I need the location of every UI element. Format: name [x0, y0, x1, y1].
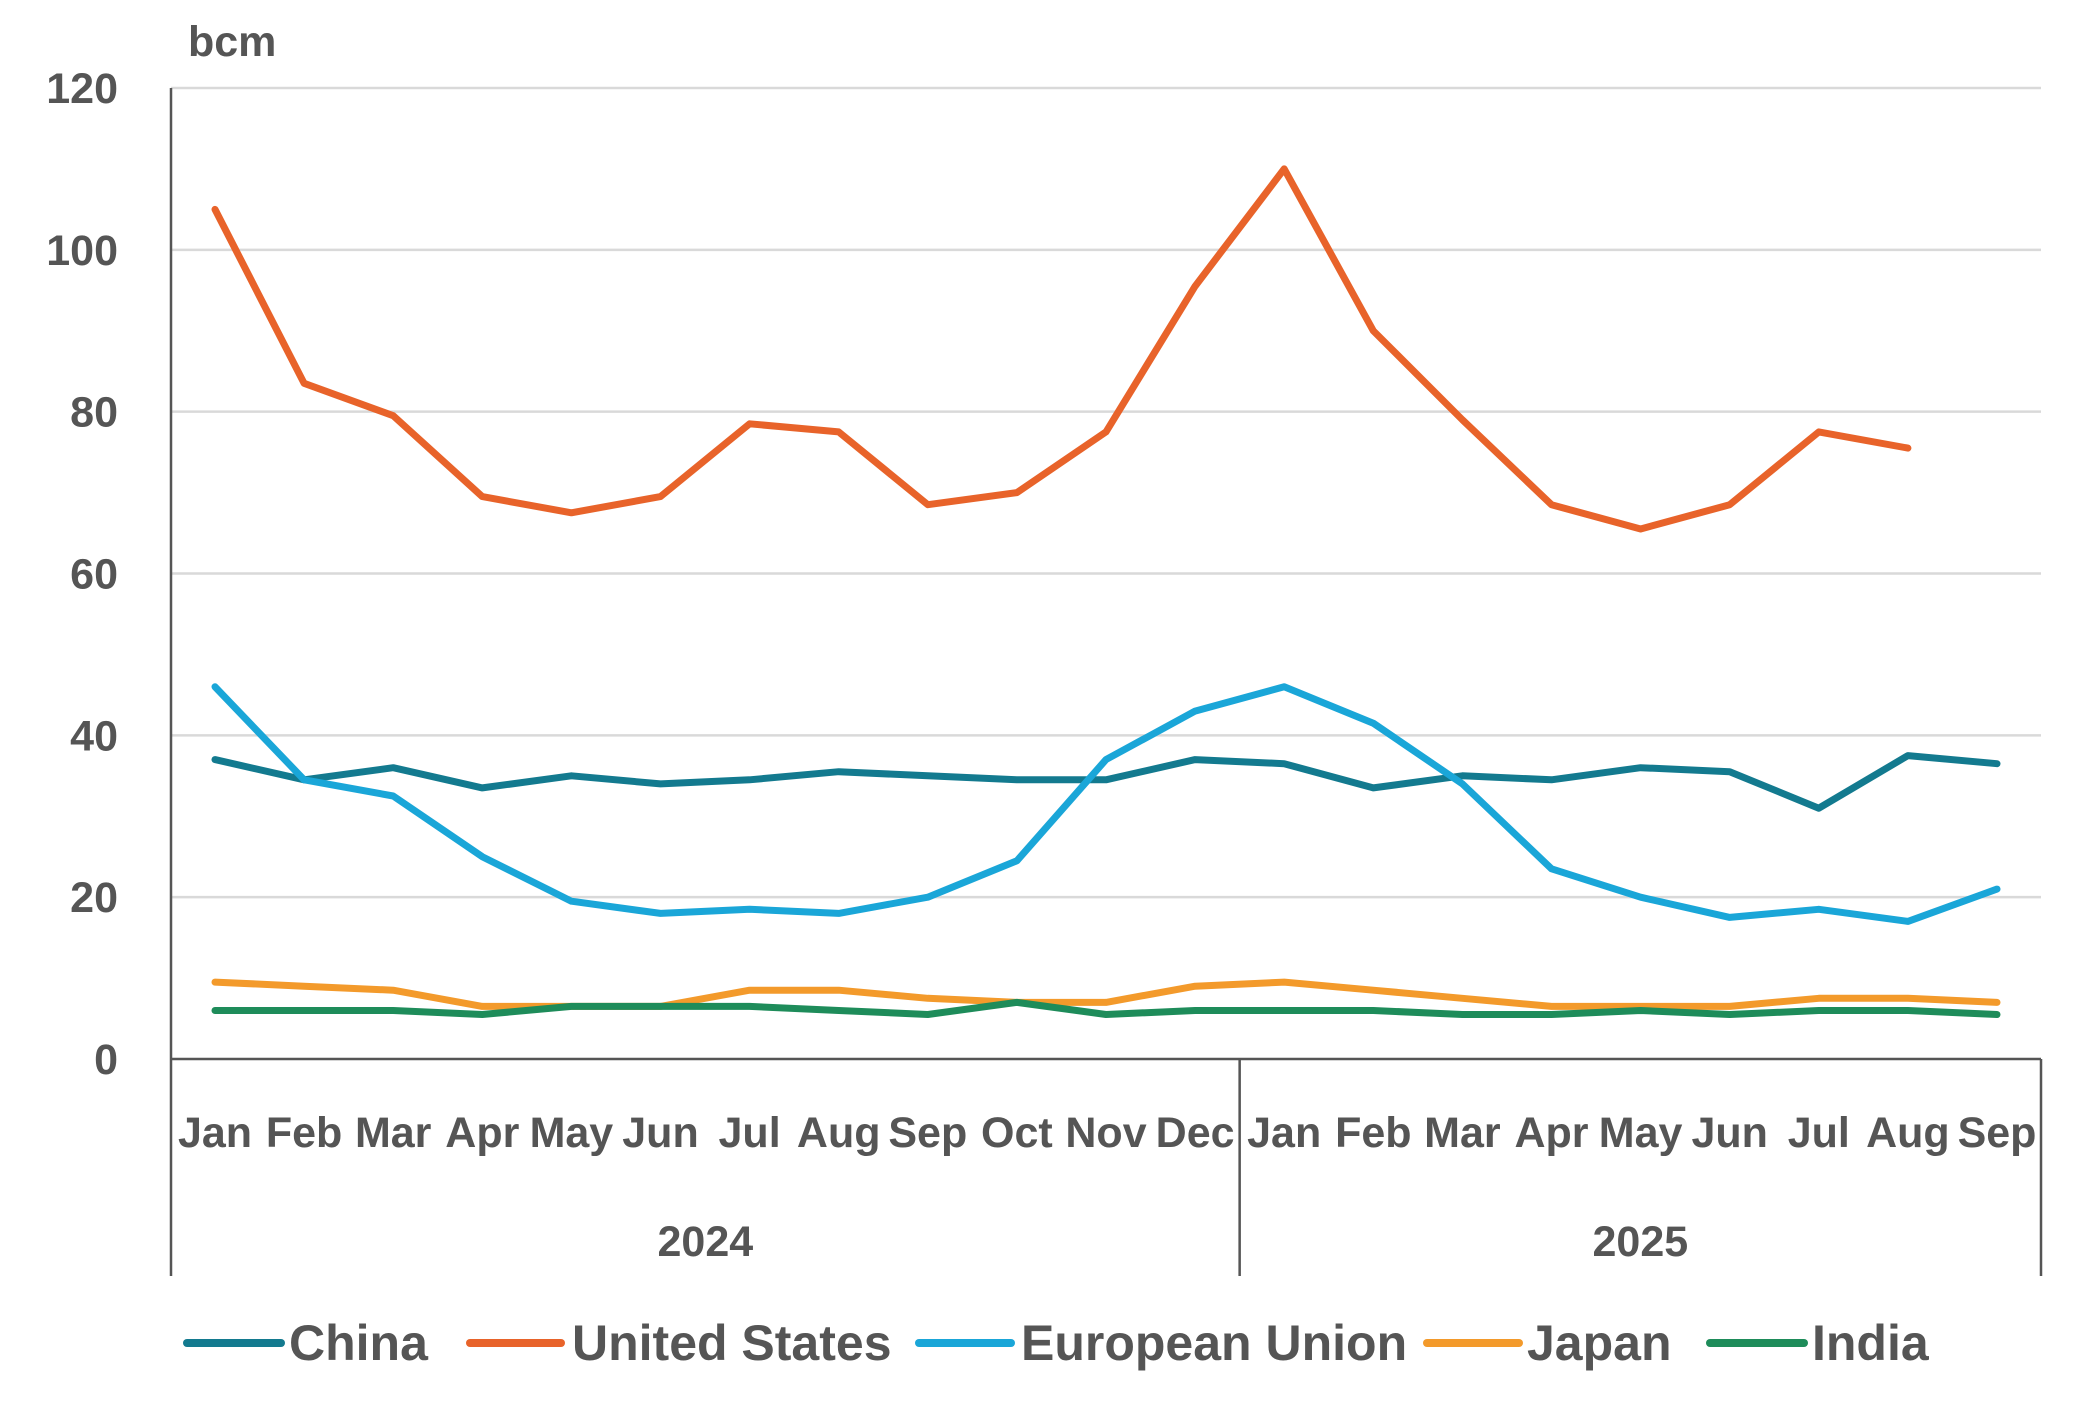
x-tick-label: Jul [719, 1109, 781, 1157]
series-lines [211, 165, 2001, 1018]
x-tick-label: Feb [1335, 1109, 1411, 1157]
y-axis-unit-label: bcm [188, 18, 276, 66]
series-line-china [211, 752, 2001, 812]
x-tick-label: Feb [266, 1109, 342, 1157]
x-tick-label: May [1599, 1109, 1683, 1157]
x-tick-label: May [530, 1109, 614, 1157]
x-tick-label: Oct [981, 1109, 1053, 1157]
legend-item: China [183, 1315, 429, 1371]
x-group-label: 2025 [1592, 1218, 1688, 1266]
series-line-european-union [211, 683, 2001, 925]
legend-label: United States [572, 1315, 892, 1371]
gridlines [171, 86, 2041, 899]
x-tick-label: Sep [1958, 1109, 2037, 1157]
x-tick-label: Dec [1156, 1109, 1235, 1157]
y-tick-label: 80 [70, 389, 118, 437]
x-tick-label: Jun [622, 1109, 698, 1157]
series-line-united-states [211, 165, 1912, 533]
x-tick-label: Mar [355, 1109, 432, 1157]
legend-label: India [1812, 1315, 1930, 1371]
series-line-japan [211, 978, 2001, 1010]
x-tick-label: Aug [797, 1109, 881, 1157]
legend-label: China [289, 1315, 429, 1371]
y-tick-label: 0 [94, 1036, 118, 1084]
x-group-label: 2024 [657, 1218, 753, 1266]
legend-item: United States [466, 1315, 892, 1371]
x-tick-label: Jan [1247, 1109, 1321, 1157]
x-tick-label: Apr [445, 1109, 519, 1157]
x-tick-label: Aug [1866, 1109, 1950, 1157]
y-tick-label: 20 [70, 874, 118, 922]
legend-label: European Union [1021, 1315, 1407, 1371]
x-tick-label: Jan [178, 1109, 252, 1157]
y-tick-label: 100 [46, 227, 118, 275]
legend-label: Japan [1527, 1315, 1672, 1371]
x-tick-label: Apr [1514, 1109, 1588, 1157]
y-tick-label: 40 [70, 712, 118, 760]
x-tick-label: Jun [1691, 1109, 1767, 1157]
legend-item: Japan [1423, 1315, 1672, 1371]
series-line-india [211, 998, 2001, 1018]
x-tick-label: Mar [1424, 1109, 1501, 1157]
legend-item: India [1706, 1315, 1930, 1371]
legend-item: European Union [915, 1315, 1407, 1371]
x-tick-label: Nov [1065, 1109, 1146, 1157]
legend: China United States European Union Japan Ind… [183, 1315, 1930, 1371]
x-tick-label: Jul [1788, 1109, 1850, 1157]
y-tick-label: 120 [46, 65, 118, 113]
y-tick-label: 60 [70, 551, 118, 599]
x-tick-label: Sep [888, 1109, 967, 1157]
